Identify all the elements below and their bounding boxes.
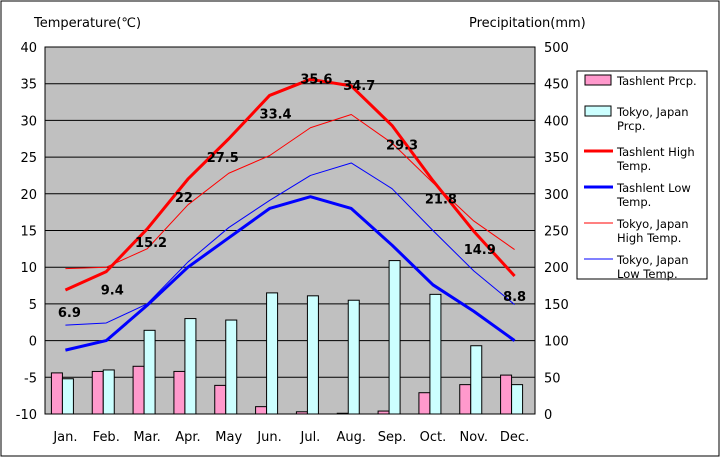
y-left-tick-label: -10 xyxy=(16,408,37,423)
precip-bar xyxy=(102,369,115,415)
y-right-tick-label: 0 xyxy=(544,408,552,423)
x-tick-label: Nov. xyxy=(460,430,489,445)
y-right-tick-label: 400 xyxy=(544,114,569,129)
gridlines xyxy=(45,83,535,378)
legend-label: Tashlent High xyxy=(616,145,695,159)
y-right-tick-label: 300 xyxy=(544,188,569,203)
legend-swatch xyxy=(584,74,612,86)
y-left-tick-label: 25 xyxy=(20,151,37,166)
precip-bar xyxy=(266,292,279,415)
precip-bar xyxy=(511,384,524,415)
x-tick-label: Oct. xyxy=(420,430,447,445)
y-right-tick-label: 250 xyxy=(544,225,569,240)
precip-bar xyxy=(388,260,401,415)
y-left-tick-label: -5 xyxy=(24,371,37,386)
data-label: 9.4 xyxy=(101,284,124,299)
data-labels: 6.9 9.4 15.2 22 27.5 33.4 35.6 34.7 29.3 21.8 14.9… xyxy=(58,72,526,321)
y-right-tick-label: 100 xyxy=(544,335,569,350)
legend-label: Tashlent Low xyxy=(616,181,691,195)
legend-label: Temp. xyxy=(616,159,651,173)
legend-label: Low Temp. xyxy=(617,267,678,281)
x-tick-label: Jul. xyxy=(300,430,321,445)
precip-bar xyxy=(377,410,390,415)
y-left-tick-label: 35 xyxy=(20,78,37,93)
precip-bar xyxy=(418,392,431,415)
precip-bar xyxy=(214,384,227,415)
y-left-tick-label: 40 xyxy=(20,41,37,56)
legend-label: Tokyo, Japan xyxy=(616,105,689,119)
y-right-tick-label: 450 xyxy=(544,78,569,93)
precip-bar xyxy=(336,412,349,415)
precip-bar xyxy=(429,293,442,415)
data-label: 33.4 xyxy=(260,107,292,122)
y-left-tick-label: 30 xyxy=(20,114,37,129)
data-label: 29.3 xyxy=(386,139,418,154)
data-label: 8.8 xyxy=(503,290,526,305)
legend-box xyxy=(576,70,708,280)
precip-bar xyxy=(50,372,63,415)
x-tick-label: Jun. xyxy=(256,430,281,445)
precip-bar xyxy=(347,299,360,415)
left-axis-title: Temperature(℃) xyxy=(33,16,141,31)
y-right-tick-label: 150 xyxy=(544,298,569,313)
temperature-line xyxy=(65,114,515,270)
legend-label: Prcp. xyxy=(617,119,646,133)
y-right-tick-label: 500 xyxy=(544,41,569,56)
precip-bar xyxy=(132,365,145,415)
y-left-tick-label: 0 xyxy=(29,335,37,350)
x-tick-label: Feb. xyxy=(93,430,120,445)
data-label: 6.9 xyxy=(58,306,81,321)
x-tick-label: Aug. xyxy=(336,430,366,445)
x-tick-label: Jan. xyxy=(52,430,77,445)
precip-bar xyxy=(255,406,268,415)
data-label: 21.8 xyxy=(425,193,457,208)
precip-bar xyxy=(500,374,513,415)
x-tick-label: Sep. xyxy=(378,430,407,445)
precip-bar xyxy=(91,370,104,415)
x-tick-label: Apr. xyxy=(175,430,200,445)
y-right-tick-label: 350 xyxy=(544,151,569,166)
data-label: 35.6 xyxy=(300,72,332,87)
data-label: 22 xyxy=(175,191,193,206)
legend-label: Tokyo, Japan xyxy=(616,253,689,267)
precip-bar xyxy=(143,329,156,415)
precip-bar xyxy=(306,295,319,415)
precip-bar xyxy=(173,370,186,415)
legend-swatch xyxy=(584,105,612,117)
legend-label: Tashlent Prcp. xyxy=(616,74,697,88)
axes: Temperature(℃) Precipitation(mm) -10 0 -5 5… xyxy=(16,16,586,445)
data-label: 14.9 xyxy=(464,243,496,258)
y-right-tick-label: 200 xyxy=(544,261,569,276)
y-left-tick-label: 10 xyxy=(20,261,37,276)
data-label: 15.2 xyxy=(135,236,167,251)
legend-label: Temp. xyxy=(616,195,651,209)
precip-bar xyxy=(459,384,472,415)
precip-bar xyxy=(470,345,483,415)
precip-bar xyxy=(61,378,74,415)
legend-label: High Temp. xyxy=(617,231,681,245)
data-label: 34.7 xyxy=(343,79,375,94)
temperature-line xyxy=(65,195,516,352)
legend: Tashlent Prcp.Tokyo, JapanPrcp.Tashlent … xyxy=(576,70,708,281)
data-label: 27.5 xyxy=(207,151,239,166)
right-axis-title: Precipitation(mm) xyxy=(469,16,586,31)
precip-bar xyxy=(225,319,238,415)
y-left-tick-label: 5 xyxy=(29,298,37,313)
precip-bar xyxy=(295,411,308,415)
x-tick-label: May xyxy=(215,430,242,445)
temperature-line xyxy=(65,162,515,326)
y-right-tick-label: 50 xyxy=(544,371,561,386)
x-tick-label: Dec. xyxy=(500,430,529,445)
temperature-lines xyxy=(64,77,516,352)
precipitation-bars xyxy=(50,260,524,415)
precip-bar xyxy=(184,318,197,415)
y-left-tick-label: 15 xyxy=(20,225,37,240)
x-tick-label: Mar. xyxy=(133,430,160,445)
y-left-tick-label: 20 xyxy=(20,188,37,203)
legend-label: Tokyo, Japan xyxy=(616,217,689,231)
